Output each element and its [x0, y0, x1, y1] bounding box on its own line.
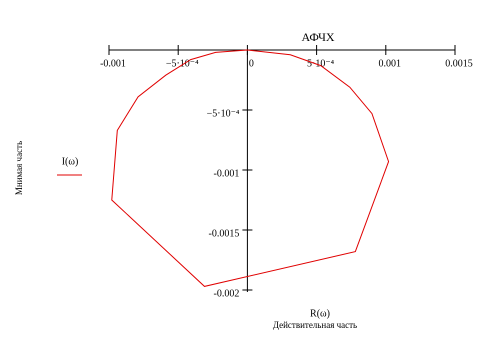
legend-label: I(ω) [62, 156, 79, 167]
x-tick-label: -0.001 [100, 58, 126, 69]
x-tick-label: 0.001 [379, 58, 402, 69]
y-axis-title: Мнимая часть [14, 141, 24, 195]
y-tick-label: -0.0015 [209, 228, 240, 239]
x-tick-label: 0.0015 [445, 58, 473, 69]
x-tick-label: −5·10⁻⁴ [166, 58, 199, 69]
series-line [111, 49, 390, 287]
chart-title: АФЧХ [301, 30, 334, 44]
x-axis-title: Действительная часть [273, 320, 357, 330]
y-tick-label: -0.002 [214, 288, 240, 299]
x-tick-label: 0 [249, 58, 254, 69]
y-tick-label: -0.001 [214, 168, 240, 179]
y-tick-label: −5·10⁻⁴ [207, 108, 240, 119]
x-label: R(ω) [310, 308, 330, 319]
x-tick-label: 5·10⁻⁴ [307, 58, 335, 69]
